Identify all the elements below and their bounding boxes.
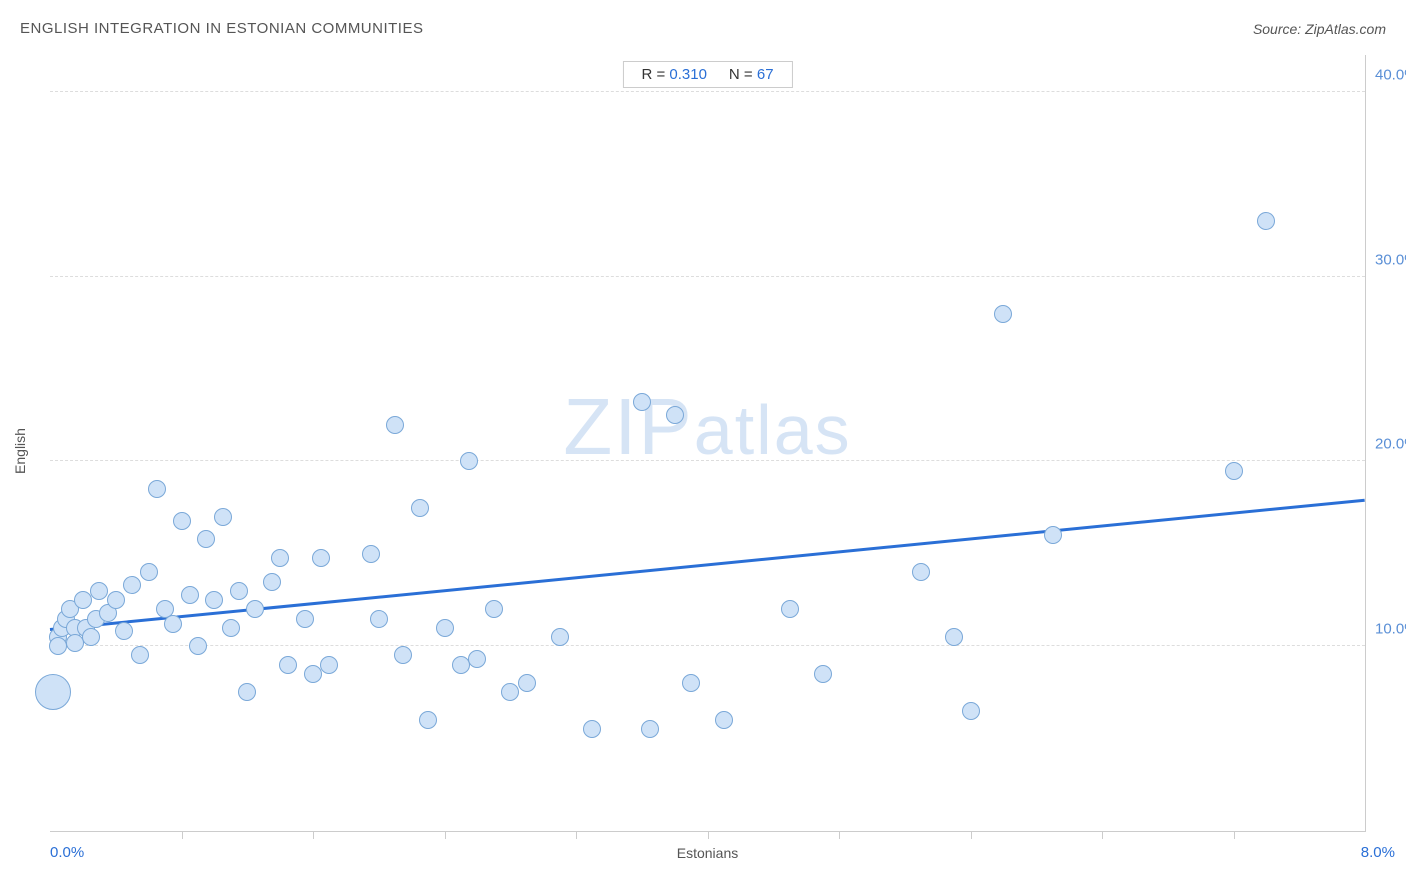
data-point (394, 646, 412, 664)
data-point (271, 549, 289, 567)
data-point (246, 600, 264, 618)
data-point (74, 591, 92, 609)
data-point (123, 576, 141, 594)
x-tick (839, 831, 840, 839)
gridline (50, 645, 1365, 646)
y-tick-label: 40.0% (1375, 66, 1406, 83)
x-tick (708, 831, 709, 839)
data-point (181, 586, 199, 604)
data-point (370, 610, 388, 628)
x-tick (971, 831, 972, 839)
data-point (164, 615, 182, 633)
data-point (945, 628, 963, 646)
data-point (411, 499, 429, 517)
data-point (304, 665, 322, 683)
y-tick-label: 10.0% (1375, 621, 1406, 638)
data-point (222, 619, 240, 637)
stats-box: R = 0.310 N = 67 (622, 61, 792, 88)
gridline (50, 91, 1365, 92)
data-point (551, 628, 569, 646)
stat-r-value: 0.310 (669, 66, 707, 83)
data-point (715, 711, 733, 729)
data-point (107, 591, 125, 609)
gridline (50, 460, 1365, 461)
data-point (633, 393, 651, 411)
chart-plot-area: ZIPatlas R = 0.310 N = 67 English Estoni… (50, 55, 1366, 832)
data-point (214, 508, 232, 526)
stat-n: N = 67 (729, 66, 774, 83)
stat-n-value: 67 (757, 66, 774, 83)
data-point (115, 622, 133, 640)
data-point (230, 582, 248, 600)
data-point (386, 416, 404, 434)
y-tick-label: 20.0% (1375, 436, 1406, 453)
data-point (238, 683, 256, 701)
x-axis-title: Estonians (677, 845, 738, 861)
stat-r-label: R = (641, 66, 665, 83)
data-point (666, 406, 684, 424)
x-tick (445, 831, 446, 839)
data-point (1225, 462, 1243, 480)
data-point (296, 610, 314, 628)
data-point (279, 656, 297, 674)
x-tick (1102, 831, 1103, 839)
data-point (501, 683, 519, 701)
data-point (1044, 526, 1062, 544)
x-tick (1234, 831, 1235, 839)
stat-r: R = 0.310 (641, 66, 706, 83)
data-point (994, 305, 1012, 323)
x-axis-min-label: 0.0% (50, 844, 84, 861)
data-point (912, 563, 930, 581)
x-axis-max-label: 8.0% (1361, 844, 1395, 861)
data-point (362, 545, 380, 563)
stat-n-label: N = (729, 66, 753, 83)
data-point (173, 512, 191, 530)
y-axis-title: English (12, 428, 28, 474)
data-point (90, 582, 108, 600)
data-point (460, 452, 478, 470)
data-point (436, 619, 454, 637)
data-point (468, 650, 486, 668)
data-point (485, 600, 503, 618)
data-point (1257, 212, 1275, 230)
x-tick (576, 831, 577, 839)
data-point (781, 600, 799, 618)
data-point (641, 720, 659, 738)
data-point (814, 665, 832, 683)
data-point (197, 530, 215, 548)
data-point (82, 628, 100, 646)
data-point (148, 480, 166, 498)
data-point (189, 637, 207, 655)
data-point (518, 674, 536, 692)
data-point (419, 711, 437, 729)
data-point (263, 573, 281, 591)
source-label: Source: ZipAtlas.com (1253, 21, 1386, 37)
gridline (50, 276, 1365, 277)
watermark-part2: atlas (694, 391, 852, 469)
data-point (962, 702, 980, 720)
data-point (205, 591, 223, 609)
x-tick (313, 831, 314, 839)
x-tick (182, 831, 183, 839)
data-point (49, 637, 67, 655)
data-point (66, 634, 84, 652)
data-point (131, 646, 149, 664)
data-point (583, 720, 601, 738)
data-point (320, 656, 338, 674)
data-point (682, 674, 700, 692)
data-point (140, 563, 158, 581)
data-point (35, 674, 71, 710)
data-point (312, 549, 330, 567)
watermark-part1: ZIP (563, 382, 693, 471)
data-point (452, 656, 470, 674)
y-tick-label: 30.0% (1375, 251, 1406, 268)
chart-title: ENGLISH INTEGRATION IN ESTONIAN COMMUNIT… (20, 20, 423, 37)
